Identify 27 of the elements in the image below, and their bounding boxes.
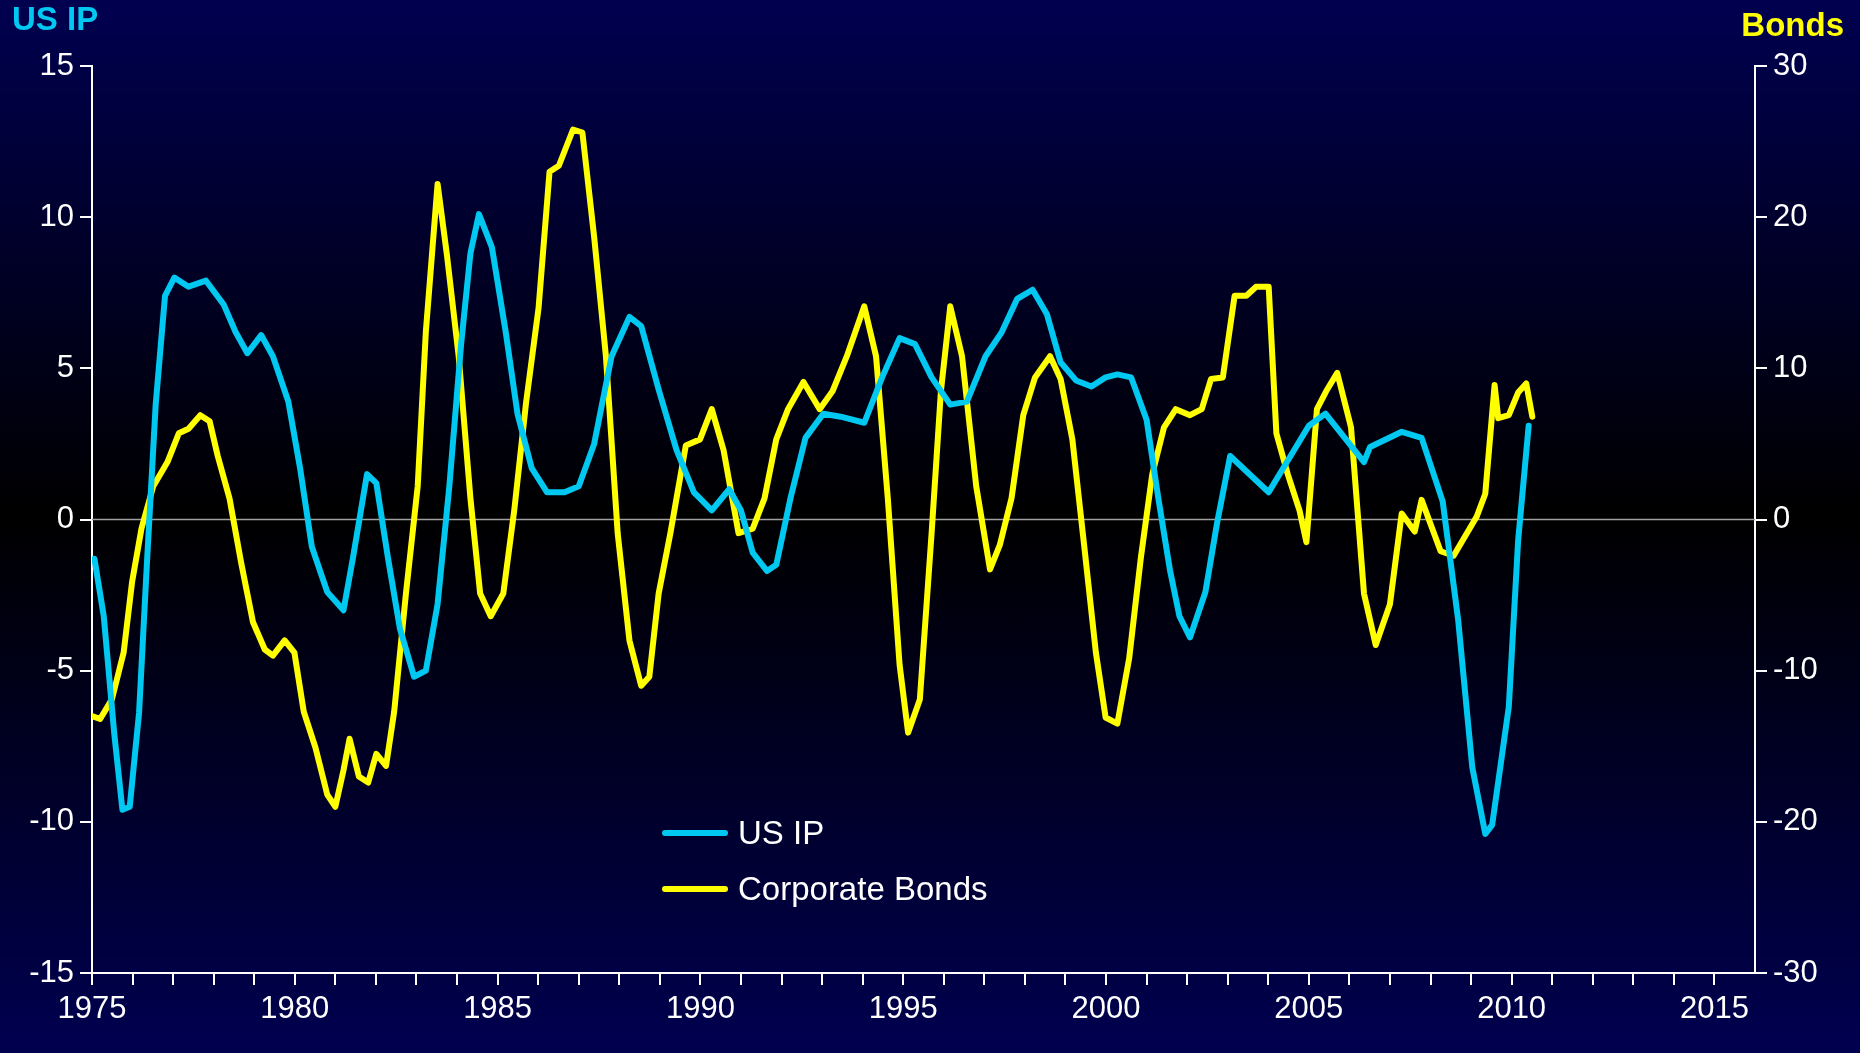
- y2-tick-label: 0: [1773, 500, 1791, 536]
- y2-tick-label: 20: [1773, 197, 1808, 233]
- x-tick-label: 2005: [1274, 990, 1344, 1026]
- x-tick-label: 2000: [1071, 990, 1141, 1026]
- y-tick-label: -5: [46, 651, 74, 687]
- y-tick-label: 5: [56, 348, 74, 384]
- y2-tick-label: -30: [1773, 953, 1818, 989]
- y2-tick-label: -20: [1773, 802, 1818, 838]
- legend-label: Corporate Bonds: [738, 870, 988, 908]
- x-tick-label: 1980: [260, 990, 330, 1026]
- legend-label: US IP: [738, 814, 825, 852]
- y-tick-label: -10: [29, 802, 74, 838]
- y2-tick-label: 30: [1773, 46, 1808, 82]
- y2-axis-title: Bonds: [1741, 6, 1844, 44]
- y-axis-title: US IP: [12, 0, 99, 38]
- x-tick-label: 1990: [665, 990, 735, 1026]
- y2-tick-label: -10: [1773, 651, 1818, 687]
- y-tick-label: 0: [56, 500, 74, 536]
- x-tick-label: 2015: [1679, 990, 1749, 1026]
- y2-tick-label: 10: [1773, 348, 1808, 384]
- y-tick-label: -15: [29, 953, 74, 989]
- x-tick-label: 1995: [868, 990, 938, 1026]
- x-tick-label: 2010: [1477, 990, 1547, 1026]
- x-tick-label: 1985: [463, 990, 533, 1026]
- x-tick-label: 1975: [57, 990, 127, 1026]
- y-tick-label: 15: [39, 46, 74, 82]
- y-tick-label: 10: [39, 197, 74, 233]
